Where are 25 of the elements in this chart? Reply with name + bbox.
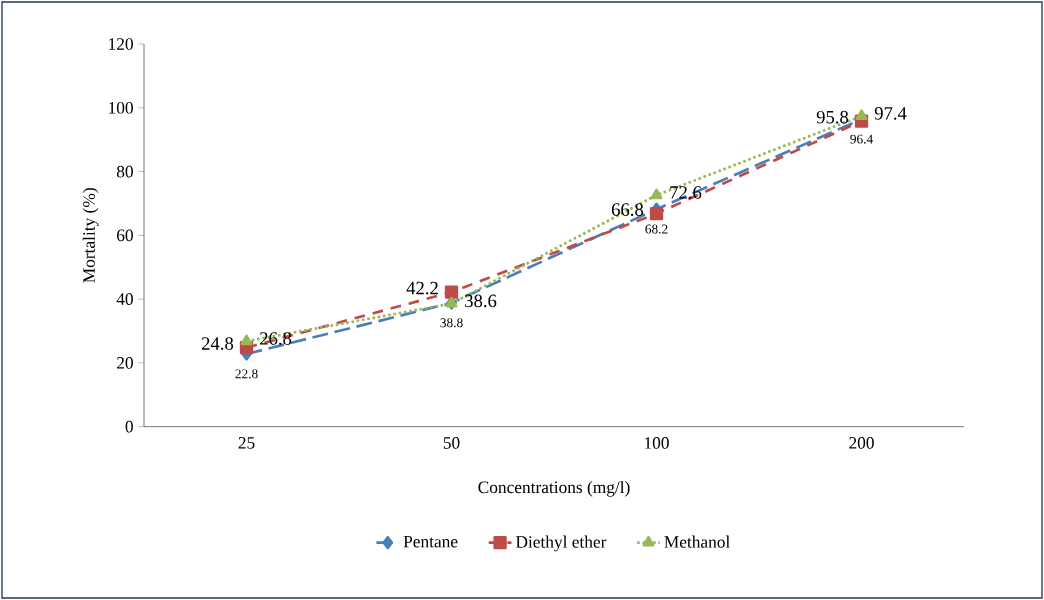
- data-label: 22.8: [235, 369, 258, 379]
- y-tick-label: 0: [125, 420, 133, 433]
- x-tick-label: 25: [238, 437, 255, 449]
- y-tick-label: 100: [109, 101, 133, 114]
- legend-label: Pentane: [403, 535, 458, 548]
- y-axis-title: Mortality (%): [82, 188, 99, 283]
- y-tick-label: 120: [109, 38, 133, 50]
- data-label: 97.4: [874, 107, 907, 120]
- data-label: 95.8: [816, 110, 849, 124]
- y-tick-label: 40: [116, 293, 133, 305]
- x-tick-label: 50: [443, 437, 460, 449]
- data-label: 68.2: [645, 224, 668, 234]
- legend-label: Diethyl ether: [515, 535, 607, 552]
- y-tick-label: 60: [117, 229, 133, 242]
- data-label: 38.8: [440, 318, 463, 328]
- x-tick-label: 200: [849, 437, 874, 449]
- x-axis-title: Concentrations (mg/l): [478, 480, 630, 497]
- y-tick-label: 20: [117, 357, 133, 369]
- y-tick-label: 80: [116, 165, 133, 178]
- data-label: 24.8: [201, 337, 234, 350]
- data-label: 96.4: [850, 134, 873, 144]
- data-label: 42.2: [406, 281, 438, 295]
- legend-label: Methanol: [664, 535, 730, 548]
- x-tick-label: 100: [645, 437, 669, 449]
- data-label: 38.6: [465, 294, 497, 308]
